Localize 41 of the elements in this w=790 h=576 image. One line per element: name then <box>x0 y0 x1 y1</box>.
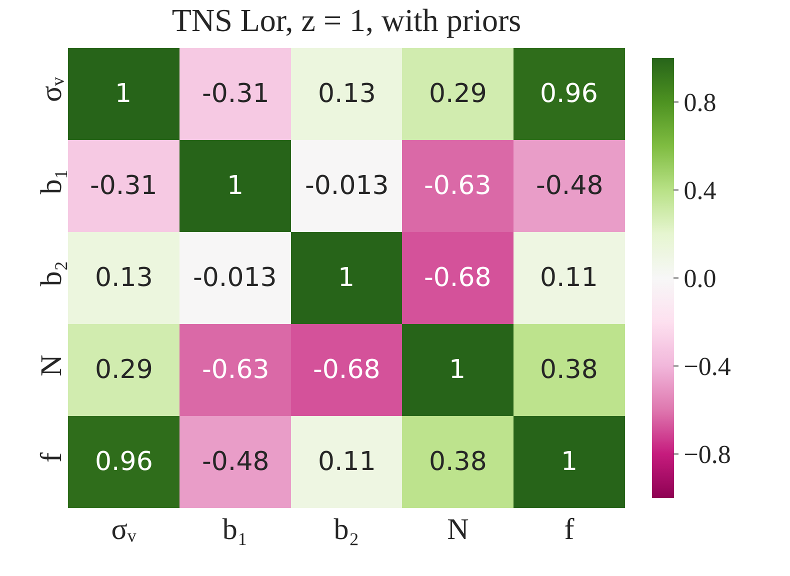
color-bar-label: 0.0 <box>684 264 716 294</box>
data-label: -0.48 <box>202 447 270 477</box>
data-label: -0.68 <box>313 355 380 385</box>
color-bar-label: 0.8 <box>684 88 716 118</box>
data-label: 0.11 <box>540 263 598 293</box>
data-label: 0.11 <box>318 447 376 477</box>
y-tick-label: f <box>35 452 68 462</box>
data-label: 0.96 <box>540 79 598 109</box>
y-tick-label: b₂ <box>35 260 68 286</box>
data-label: 0.96 <box>95 447 153 477</box>
data-label: -0.013 <box>305 171 389 201</box>
y-tick-label: b₁ <box>35 168 68 194</box>
data-label: 1 <box>449 355 466 385</box>
data-label: 1 <box>115 79 132 109</box>
data-label: 0.29 <box>95 355 153 385</box>
data-label: 0.38 <box>429 447 487 477</box>
data-label: -0.68 <box>424 263 492 293</box>
data-label: -0.63 <box>202 355 270 385</box>
data-label: 1 <box>561 447 578 477</box>
data-label: -0.013 <box>193 263 277 293</box>
data-label: 0.29 <box>429 79 487 109</box>
color-bar-label: −0.4 <box>684 352 731 382</box>
data-label: 0.38 <box>540 355 598 385</box>
y-tick-label: σᵥ <box>35 76 68 102</box>
color-bar-label: −0.8 <box>684 440 731 470</box>
chart-title: TNS Lor, z = 1, with priors <box>172 2 522 38</box>
data-label: 1 <box>227 171 244 201</box>
data-label: -0.63 <box>424 171 492 201</box>
x-tick-label: b₂ <box>334 513 360 546</box>
data-label: 1 <box>338 263 355 293</box>
x-tick-label: σᵥ <box>111 513 136 546</box>
data-label: -0.31 <box>202 79 270 109</box>
x-tick-label: N <box>447 513 469 546</box>
data-label: -0.48 <box>536 171 604 201</box>
x-tick-label: b₁ <box>222 513 248 546</box>
data-label: 0.13 <box>318 79 376 109</box>
x-tick-label: f <box>564 513 574 546</box>
y-tick-label: N <box>35 354 68 376</box>
data-label: -0.31 <box>90 171 158 201</box>
data-label: 0.13 <box>95 263 153 293</box>
color-bar-label: 0.4 <box>684 176 716 206</box>
